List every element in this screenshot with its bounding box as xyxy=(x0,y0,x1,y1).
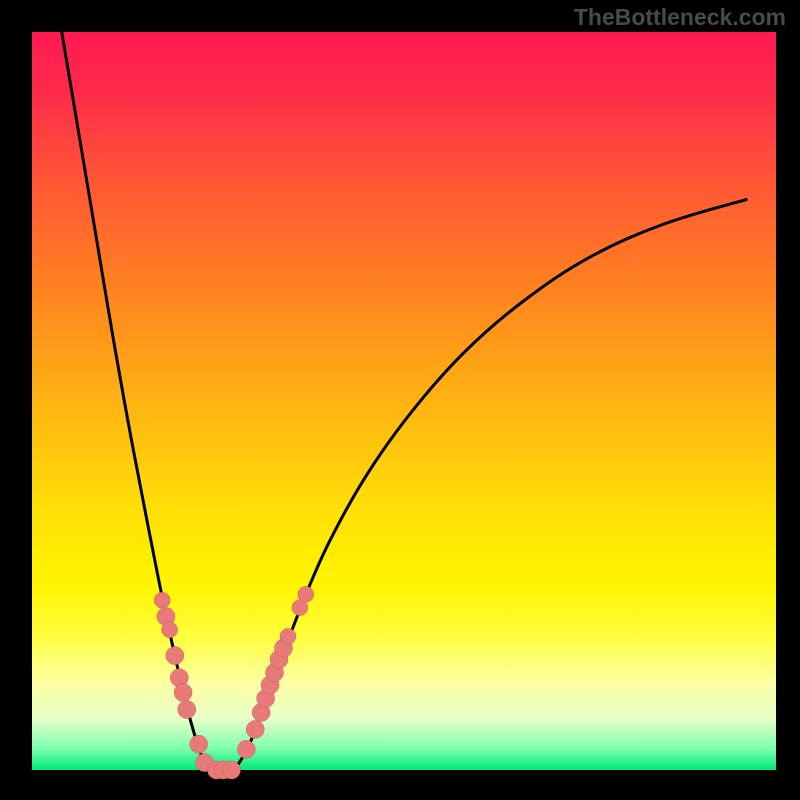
data-marker xyxy=(154,592,170,608)
data-marker xyxy=(178,700,196,718)
data-marker xyxy=(298,586,314,602)
curve-overlay xyxy=(0,0,800,800)
watermark-text: TheBottleneck.com xyxy=(574,4,786,31)
data-marker xyxy=(246,720,264,738)
curve-left-branch xyxy=(62,32,215,770)
marker-group xyxy=(154,586,314,779)
data-marker xyxy=(222,761,240,779)
data-marker xyxy=(174,684,192,702)
data-marker xyxy=(280,628,296,644)
data-marker xyxy=(162,622,178,638)
data-marker xyxy=(237,740,255,758)
chart-container: TheBottleneck.com xyxy=(0,0,800,800)
curve-right-branch xyxy=(234,200,746,770)
data-marker xyxy=(190,735,208,753)
data-marker xyxy=(166,647,184,665)
